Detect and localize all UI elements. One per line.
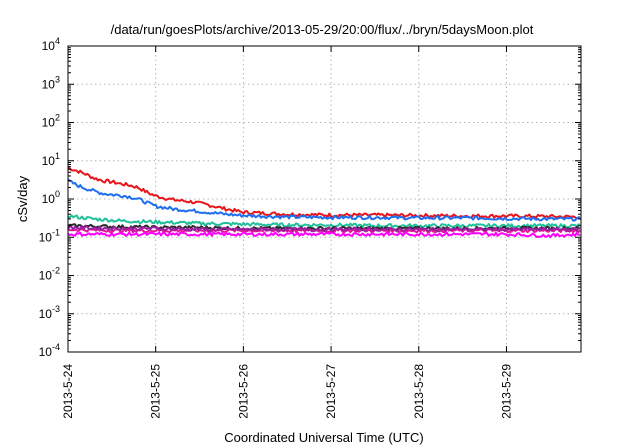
series-lines: [67, 166, 581, 239]
series-line: [67, 214, 581, 229]
series-line: [67, 166, 581, 220]
grid-lines: [68, 46, 581, 352]
x-tick-label: 2013-5-26: [236, 364, 250, 419]
y-tick-label: 10-4: [39, 342, 60, 359]
series-line: [67, 225, 581, 233]
y-tick-label: 103: [42, 74, 60, 91]
y-tick-label: 10-3: [39, 304, 60, 321]
y-tick-label: 102: [42, 113, 60, 130]
y-tick-label: 104: [42, 36, 60, 53]
y-axis-label: cSv/day: [15, 175, 30, 222]
series-line: [67, 178, 581, 222]
axis-ticks: 10-4 10-3 10-2 10-1 100 101 102 103 104 2013-5-24…: [39, 36, 581, 419]
y-tick-label: 100: [42, 189, 60, 206]
x-tick-label: 2013-5-29: [499, 364, 513, 419]
x-tick-label: 2013-5-27: [324, 364, 338, 419]
x-tick-label: 2013-5-28: [412, 364, 426, 419]
y-tick-label: 10-2: [39, 266, 60, 283]
y-tick-label: 101: [42, 151, 60, 168]
x-axis-label: Coordinated Universal Time (UTC): [224, 430, 423, 445]
x-tick-label: 2013-5-24: [61, 364, 75, 419]
y-tick-label: 10-1: [39, 227, 60, 244]
chart-title: /data/run/goesPlots/archive/2013-05-29/2…: [111, 22, 534, 37]
x-tick-label: 2013-5-25: [149, 364, 163, 419]
series-line: [67, 231, 581, 239]
